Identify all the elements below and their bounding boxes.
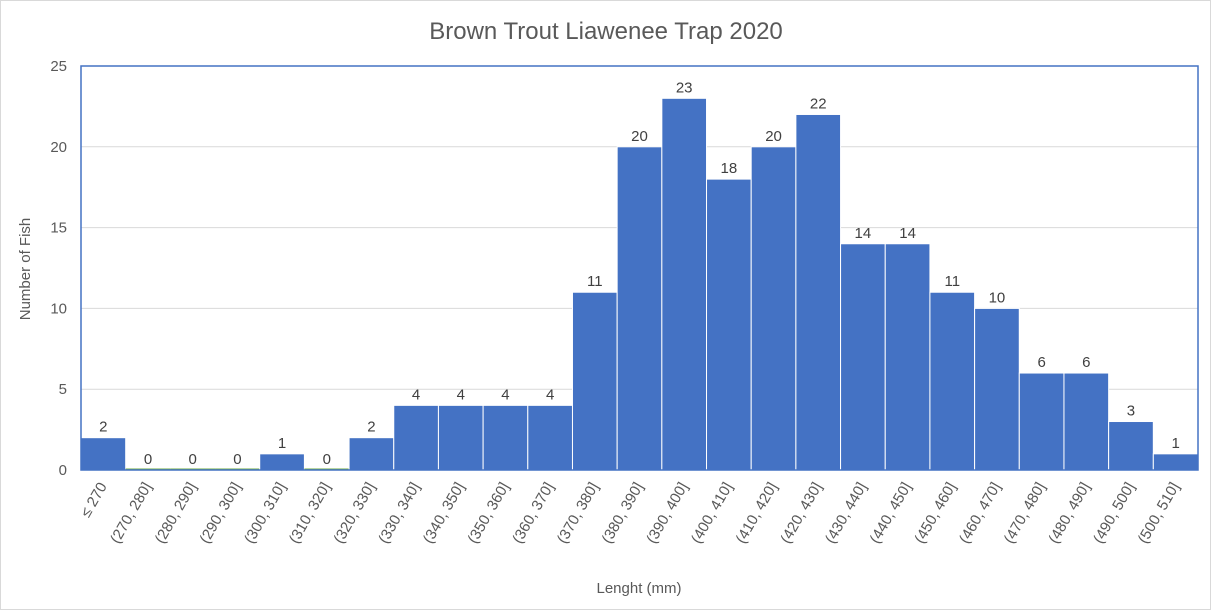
histogram-bar [616,146,663,471]
chart-title: Brown Trout Liawenee Trap 2020 [429,18,783,45]
data-label: 0 [144,451,152,468]
x-tick-label: (410, 420] [733,480,782,547]
x-tick-label: (270, 280] [107,480,156,547]
data-label: 4 [546,386,554,403]
histogram-bar [1108,421,1154,471]
data-label: 23 [676,79,693,96]
histogram-bar [527,404,573,471]
data-label: 14 [855,225,872,242]
data-label: 20 [631,128,648,145]
data-label: 1 [1171,435,1179,452]
x-tick-label: (490, 500] [1090,480,1139,547]
histogram-bar [884,243,931,471]
x-tick-label: (470, 480] [1001,480,1050,547]
histogram-bar [482,404,529,471]
plot-area-border [80,65,1199,471]
x-tick-label: (420, 430] [777,480,826,547]
data-label: 14 [899,225,916,242]
x-tick-label: (300, 310] [241,480,290,547]
data-label: 6 [1037,354,1045,371]
histogram-bar [929,291,976,471]
histogram-bar [974,307,1020,471]
histogram-bar [437,404,484,471]
y-axis-label: Number of Fish [17,218,34,321]
histogram-bar [393,404,439,471]
data-label: 4 [457,386,465,403]
data-label: 2 [367,419,375,436]
x-tick-label: (460, 470] [956,479,1005,546]
x-tick-label: ≤ 270 [77,480,110,521]
data-label: 1 [278,435,286,452]
x-tick-label: (500, 510] [1135,480,1184,547]
histogram-bar [1152,453,1199,471]
x-tick-label: (350, 360] [464,479,513,546]
y-tick-label: 25 [50,58,67,75]
y-tick-label: 5 [59,381,67,398]
histogram-bar [661,97,708,471]
histogram-bar [571,291,618,471]
x-tick-label: (310, 320] [286,480,335,547]
x-tick-label: (390, 400] [643,480,692,547]
x-tick-label: (440, 450] [867,480,916,547]
histogram-bar [80,437,127,471]
x-tick-label: (430, 440] [822,480,871,547]
data-label: 22 [810,95,827,112]
histogram-bar [348,437,395,471]
histogram-bar [1018,372,1065,471]
x-tick-label: (280, 290] [152,480,201,547]
data-label: 20 [765,128,782,145]
data-label: 11 [587,273,603,290]
x-tick-label: (400, 410] [688,480,737,547]
data-label: 4 [412,386,420,403]
x-tick-label: (290, 300] [196,480,245,547]
data-label: 10 [989,289,1006,306]
histogram-bar [1063,372,1110,471]
y-tick-label: 15 [50,220,67,237]
x-tick-label: (340, 350] [420,480,469,547]
data-label: 18 [721,160,738,177]
data-label: 4 [501,386,509,403]
data-label: 2 [99,419,107,436]
x-tick-label: (320, 330] [330,480,379,547]
data-label: 0 [323,451,331,468]
y-tick-label: 10 [50,300,67,317]
x-tick-label: (370, 380] [554,480,603,547]
histogram-bar [840,243,886,471]
histogram-bar [259,453,305,471]
x-tick-label: (450, 460] [911,480,960,547]
data-label: 0 [189,451,197,468]
y-tick-label: 20 [50,139,67,156]
data-label: 11 [944,273,960,290]
data-label: 6 [1082,354,1090,371]
x-tick-label: (480, 490] [1045,480,1094,547]
histogram-bar [795,113,842,471]
histogram-bar [750,146,797,471]
x-axis-label: Lenght (mm) [596,580,681,597]
data-label: 0 [233,451,241,468]
x-tick-label: (380, 390] [598,480,647,547]
x-tick-label: (360, 370] [509,480,558,547]
y-tick-label: 0 [59,462,67,479]
histogram-bar [706,178,752,471]
data-label: 3 [1127,403,1135,420]
x-tick-label: (330, 340] [375,480,424,547]
